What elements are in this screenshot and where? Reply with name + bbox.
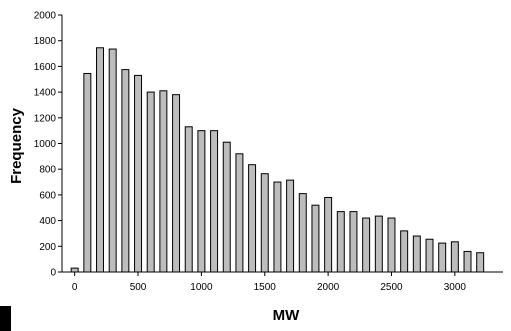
x-tick-label: 0: [72, 282, 78, 293]
x-tick-label: 500: [130, 282, 147, 293]
bar: [450, 241, 459, 273]
bar: [146, 91, 155, 273]
y-tick-label: 1000: [34, 139, 57, 150]
bar: [463, 250, 472, 273]
y-tick-label: 400: [39, 216, 56, 227]
x-axis-title: MW: [273, 307, 300, 324]
bar: [210, 130, 219, 273]
y-tick-label: 0: [50, 268, 56, 279]
corner-mark: [0, 306, 11, 331]
bar: [108, 48, 117, 273]
x-tick-label: 3000: [444, 282, 467, 293]
y-tick-label: 1600: [34, 62, 57, 73]
x-axis: 0 500 1000 1500 2000 2500 3000: [62, 271, 503, 293]
bar: [476, 252, 485, 273]
y-tick-label: 600: [39, 190, 56, 201]
bar: [235, 153, 244, 273]
x-tick-label: 1500: [254, 282, 277, 293]
y-tick-label: 800: [39, 165, 56, 176]
y-tick-label: 1400: [34, 88, 57, 99]
bar: [324, 196, 333, 273]
bar: [400, 230, 409, 273]
y-tick-label: 2000: [34, 11, 57, 22]
x-tick-label: 2500: [380, 282, 403, 293]
bar: [222, 141, 231, 273]
bar: [438, 242, 447, 273]
bars-group: [70, 47, 485, 273]
bar: [298, 193, 307, 273]
bar: [70, 267, 79, 273]
x-tick-label: 2000: [317, 282, 340, 293]
bar: [387, 217, 396, 273]
y-axis-title: Frequency: [8, 107, 25, 184]
bar: [96, 47, 104, 273]
bar: [83, 72, 92, 273]
y-tick-label: 1800: [34, 36, 57, 47]
bar: [197, 130, 206, 273]
x-tick-label: 1000: [190, 282, 213, 293]
bar: [134, 74, 143, 273]
bar: [425, 238, 434, 273]
bar: [121, 69, 130, 273]
y-axis: 0 200 400 600 800 1000 1200 1400 1600 1800 2000: [34, 11, 63, 279]
bar: [248, 164, 257, 273]
bar: [311, 204, 320, 273]
bar: [336, 211, 345, 273]
bar: [412, 235, 421, 273]
bar: [349, 211, 358, 273]
bar: [362, 217, 371, 273]
bar: [374, 215, 383, 273]
bar: [273, 181, 282, 273]
bar: [184, 126, 193, 273]
bar: [260, 173, 269, 273]
y-tick-label: 200: [39, 242, 56, 253]
bar: [159, 90, 168, 273]
y-tick-label: 1200: [34, 113, 57, 124]
bar: [172, 94, 181, 273]
bar: [286, 179, 295, 273]
